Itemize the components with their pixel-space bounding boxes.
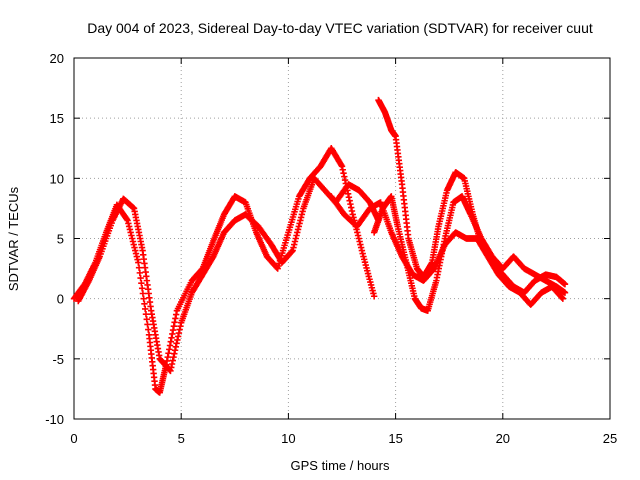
data-point xyxy=(561,289,569,296)
data-point xyxy=(559,295,567,302)
data-point xyxy=(561,281,569,288)
chart-title: Day 004 of 2023, Sidereal Day-to-day VTE… xyxy=(87,20,593,36)
x-tick-label: 25 xyxy=(603,431,617,446)
y-axis-label: SDTVAR / TECUs xyxy=(6,186,21,291)
series-1 xyxy=(70,145,378,396)
x-tick-label: 0 xyxy=(70,431,77,446)
x-tick-label: 10 xyxy=(281,431,295,446)
y-tick-label: -10 xyxy=(45,412,64,427)
x-tick-label: 15 xyxy=(388,431,402,446)
y-tick-label: 15 xyxy=(50,111,64,126)
x-tick-label: 5 xyxy=(178,431,185,446)
axis-ticks: 0 5 10 15 20 25 -10 -5 0 5 10 15 20 xyxy=(45,51,617,446)
y-tick-label: 0 xyxy=(57,292,64,307)
grid xyxy=(74,58,610,419)
y-tick-label: 20 xyxy=(50,51,64,66)
data-point xyxy=(370,293,378,300)
series-2 xyxy=(75,175,382,375)
data-markers xyxy=(70,96,569,396)
y-tick-label: -5 xyxy=(52,352,64,367)
y-tick-label: 10 xyxy=(50,171,64,186)
series-5 xyxy=(328,193,567,308)
x-axis-label: GPS time / hours xyxy=(291,458,390,473)
x-tick-label: 20 xyxy=(496,431,510,446)
series-3 xyxy=(375,96,569,296)
y-tick-label: 5 xyxy=(57,232,64,247)
